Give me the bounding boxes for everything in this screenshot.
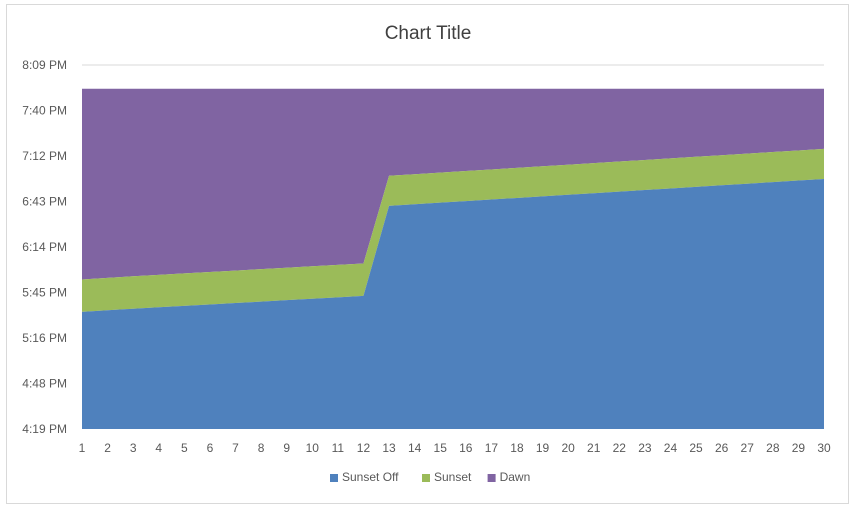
x-tick-label: 25 xyxy=(689,441,703,455)
chart-canvas: Chart Title 4:19 PM 4:48 PM 5:16 PM 5:45 PM… xyxy=(22,23,831,484)
x-tick-label: 3 xyxy=(130,441,137,455)
x-tick-label: 29 xyxy=(792,441,806,455)
x-tick-label: 28 xyxy=(766,441,780,455)
x-tick-label: 24 xyxy=(664,441,678,455)
x-tick-label: 13 xyxy=(382,441,396,455)
series-area-sunset xyxy=(82,148,824,312)
x-tick-label: 17 xyxy=(485,441,499,455)
legend-label: Sunset Off xyxy=(342,470,399,484)
chart-frame: Chart Title 4:19 PM 4:48 PM 5:16 PM 5:45 PM… xyxy=(6,4,849,504)
x-tick-label: 6 xyxy=(207,441,214,455)
x-tick-label: 22 xyxy=(613,441,627,455)
y-tick-label: 6:43 PM xyxy=(22,195,67,209)
x-tick-label: 18 xyxy=(510,441,524,455)
x-axis: 1 2 3 4 5 6 7 8 9 10 11 12 13 14 15 16 17 18 19 20 21 22 23 24 2… xyxy=(79,441,831,455)
x-tick-label: 30 xyxy=(817,441,831,455)
series-area-dawn xyxy=(82,88,824,280)
x-tick-label: 2 xyxy=(104,441,111,455)
x-tick-label: 19 xyxy=(536,441,550,455)
x-tick-label: 15 xyxy=(434,441,448,455)
x-tick-label: 1 xyxy=(79,441,86,455)
chart-title: Chart Title xyxy=(385,23,472,44)
plot-area xyxy=(82,88,824,429)
x-tick-label: 12 xyxy=(357,441,371,455)
y-tick-label: 8:09 PM xyxy=(22,58,67,72)
y-tick-label: 5:45 PM xyxy=(22,286,67,300)
legend-swatch xyxy=(422,474,430,482)
y-tick-label: 6:14 PM xyxy=(22,240,67,254)
y-tick-label: 7:40 PM xyxy=(22,104,67,118)
y-tick-label: 5:16 PM xyxy=(22,331,67,345)
y-tick-label: 4:19 PM xyxy=(22,422,67,436)
x-tick-label: 27 xyxy=(741,441,755,455)
legend-label: Sunset xyxy=(434,470,472,484)
y-axis: 4:19 PM 4:48 PM 5:16 PM 5:45 PM 6:14 PM 6:43 … xyxy=(22,58,67,436)
x-tick-label: 10 xyxy=(306,441,320,455)
x-tick-label: 26 xyxy=(715,441,729,455)
x-tick-label: 7 xyxy=(232,441,239,455)
legend-label: Dawn xyxy=(500,470,531,484)
x-tick-label: 8 xyxy=(258,441,265,455)
x-tick-label: 16 xyxy=(459,441,473,455)
x-tick-label: 9 xyxy=(283,441,290,455)
x-tick-label: 5 xyxy=(181,441,188,455)
x-tick-label: 4 xyxy=(155,441,162,455)
y-tick-label: 4:48 PM xyxy=(22,377,67,391)
x-tick-label: 20 xyxy=(561,441,575,455)
x-tick-label: 11 xyxy=(332,441,345,455)
legend: Sunset Off Sunset Dawn xyxy=(330,470,530,484)
series-area-sunset-off xyxy=(82,178,824,429)
x-tick-label: 21 xyxy=(587,441,601,455)
y-tick-label: 7:12 PM xyxy=(22,149,67,163)
x-tick-label: 14 xyxy=(408,441,422,455)
legend-swatch xyxy=(330,474,338,482)
x-tick-label: 23 xyxy=(638,441,652,455)
legend-swatch xyxy=(487,474,496,482)
